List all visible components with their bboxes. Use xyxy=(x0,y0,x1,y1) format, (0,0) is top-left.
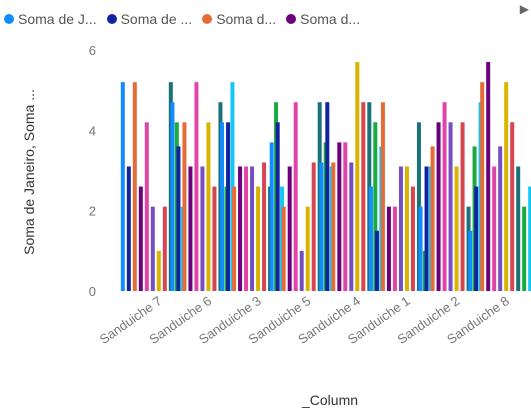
bar[interactable] xyxy=(361,102,366,291)
bar[interactable] xyxy=(492,166,497,291)
bar[interactable] xyxy=(156,250,161,291)
bar[interactable] xyxy=(404,166,409,291)
bar[interactable] xyxy=(442,102,447,291)
bar[interactable] xyxy=(226,122,231,291)
bar[interactable] xyxy=(250,166,255,291)
bar[interactable] xyxy=(200,166,205,291)
bar[interactable] xyxy=(238,166,243,291)
x-axis-title: _Column xyxy=(301,392,358,408)
chart-legend: Soma de J... Soma de ... Soma d... Soma d..… xyxy=(4,8,526,30)
bar[interactable] xyxy=(349,162,354,291)
bar[interactable] xyxy=(337,142,342,291)
bar[interactable] xyxy=(398,166,403,291)
bar[interactable] xyxy=(120,82,125,291)
legend-marker xyxy=(4,14,14,24)
legend-next-page-icon[interactable]: ▶ xyxy=(519,2,529,16)
bar[interactable] xyxy=(474,186,479,291)
bar[interactable] xyxy=(386,206,391,291)
bar[interactable] xyxy=(176,146,181,291)
bar[interactable] xyxy=(212,186,217,291)
y-axis-ticks: 0 2 4 6 xyxy=(89,43,96,299)
bar[interactable] xyxy=(311,162,316,291)
legend-item[interactable]: Soma de J... xyxy=(4,11,97,27)
bar[interactable] xyxy=(182,122,187,291)
bar[interactable] xyxy=(293,102,298,291)
bar[interactable] xyxy=(368,186,373,291)
y-tick-label: 4 xyxy=(89,123,96,138)
bar[interactable] xyxy=(232,186,237,291)
bar[interactable] xyxy=(373,122,378,291)
bar[interactable] xyxy=(319,162,324,291)
legend-marker xyxy=(286,14,297,24)
bar[interactable] xyxy=(150,206,155,291)
bar[interactable] xyxy=(392,206,397,291)
bar[interactable] xyxy=(430,146,435,291)
bar[interactable] xyxy=(244,166,249,291)
bar[interactable] xyxy=(454,166,459,291)
bar[interactable] xyxy=(424,166,429,291)
bars-group xyxy=(120,62,531,291)
bar[interactable] xyxy=(460,122,465,291)
legend-item[interactable]: Soma d... xyxy=(202,11,276,27)
bar[interactable] xyxy=(262,162,267,291)
bar[interactable] xyxy=(126,166,131,291)
legend-label: Soma de J... xyxy=(18,11,97,27)
bar[interactable] xyxy=(510,122,515,291)
bar[interactable] xyxy=(162,206,167,291)
bar[interactable] xyxy=(287,166,292,291)
y-tick-label: 6 xyxy=(89,43,96,58)
bar[interactable] xyxy=(410,186,415,291)
bar[interactable] xyxy=(275,122,280,291)
bar[interactable] xyxy=(325,102,330,291)
bar[interactable] xyxy=(374,230,379,291)
bar[interactable] xyxy=(436,122,441,291)
bar[interactable] xyxy=(206,122,211,291)
y-tick-label: 0 xyxy=(89,284,96,299)
y-axis-title: Soma de Janeiro, Soma ... xyxy=(21,89,37,255)
bar[interactable] xyxy=(220,122,225,291)
bar[interactable] xyxy=(480,82,485,291)
bar[interactable] xyxy=(256,186,261,291)
bar[interactable] xyxy=(230,82,235,291)
bar[interactable] xyxy=(448,122,453,291)
bar[interactable] xyxy=(528,186,531,291)
bar[interactable] xyxy=(498,146,503,291)
legend-marker xyxy=(106,14,117,24)
bar[interactable] xyxy=(516,166,521,291)
bar[interactable] xyxy=(486,62,491,291)
bar[interactable] xyxy=(380,102,385,291)
bar[interactable] xyxy=(188,166,193,291)
bar[interactable] xyxy=(355,62,360,291)
bar[interactable] xyxy=(504,82,509,291)
bar[interactable] xyxy=(138,186,143,291)
bar[interactable] xyxy=(522,206,527,291)
bar[interactable] xyxy=(331,162,336,291)
legend-label: Soma d... xyxy=(300,11,361,27)
bar[interactable] xyxy=(269,142,274,291)
legend-label: Soma d... xyxy=(216,11,277,27)
legend-label: Soma de ... xyxy=(120,11,193,27)
bar[interactable] xyxy=(194,82,199,291)
legend-item[interactable]: Soma de ... xyxy=(106,11,193,27)
legend-marker xyxy=(202,14,213,24)
bar[interactable] xyxy=(170,102,175,291)
bar[interactable] xyxy=(343,142,348,291)
bar[interactable] xyxy=(418,206,423,291)
bar[interactable] xyxy=(468,230,473,291)
bar[interactable] xyxy=(305,206,310,291)
bar[interactable] xyxy=(144,122,149,291)
y-tick-label: 2 xyxy=(89,204,96,219)
bar[interactable] xyxy=(281,206,286,291)
bar[interactable] xyxy=(132,82,137,291)
bar[interactable] xyxy=(299,250,304,291)
legend-item[interactable]: Soma d... xyxy=(286,11,360,27)
